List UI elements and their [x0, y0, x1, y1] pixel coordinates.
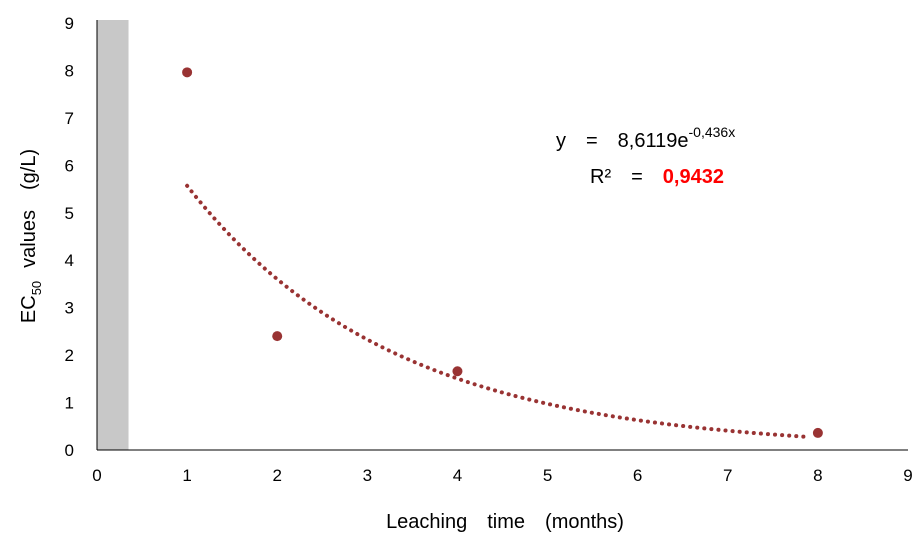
y-tick-label: 3: [65, 299, 74, 318]
r-squared-value: 0,9432: [663, 166, 724, 188]
r-squared-prefix: R² =: [590, 166, 663, 188]
x-tick-label: 2: [272, 466, 281, 485]
trendline: [185, 183, 811, 439]
trendline-equation: y = 8,6119e-0,436x: [556, 124, 735, 152]
y-axis-title: EC50 values (g/L): [18, 149, 44, 323]
x-axis-title: Leaching time (months): [386, 511, 624, 533]
y-tick-label: 6: [65, 156, 74, 175]
shaded-band: [97, 20, 129, 450]
x-tick-label: 6: [633, 466, 642, 485]
equation-main: y = 8,6119e: [556, 130, 689, 152]
y-tick-label: 4: [65, 251, 74, 270]
x-tick-label: 0: [92, 466, 101, 485]
y-tick-label: 7: [65, 109, 74, 128]
data-point: [452, 366, 463, 377]
x-tick-label: 9: [903, 466, 912, 485]
data-point: [812, 427, 823, 438]
y-tick-label: 0: [65, 441, 74, 460]
x-tick-label: 8: [813, 466, 822, 485]
data-point: [272, 331, 283, 342]
x-tick-label: 5: [543, 466, 552, 485]
r-squared-label: R² = 0,9432: [590, 166, 724, 188]
y-axis-title-subscript: 50: [29, 268, 44, 295]
y-tick-label: 1: [65, 394, 74, 413]
x-tick-labels: 0 1 2 3 4 5 6 7 8 9: [92, 466, 912, 485]
x-tick-label: 3: [363, 466, 372, 485]
y-tick-label: 8: [65, 61, 74, 80]
y-axis-title-main: EC: [18, 295, 40, 323]
x-tick-label: 4: [453, 466, 462, 485]
x-tick-label: 7: [723, 466, 732, 485]
y-axis-title-rest: values (g/L): [18, 149, 40, 268]
data-point: [182, 67, 193, 78]
data-points: [182, 67, 823, 438]
y-tick-label: 5: [65, 204, 74, 223]
y-tick-label: 9: [65, 14, 74, 33]
x-tick-label: 1: [182, 466, 191, 485]
equation-exponent: -0,436x: [689, 124, 736, 140]
y-tick-label: 2: [65, 346, 74, 365]
y-tick-labels: 0 1 2 3 4 5 6 7 8 9: [65, 14, 74, 460]
